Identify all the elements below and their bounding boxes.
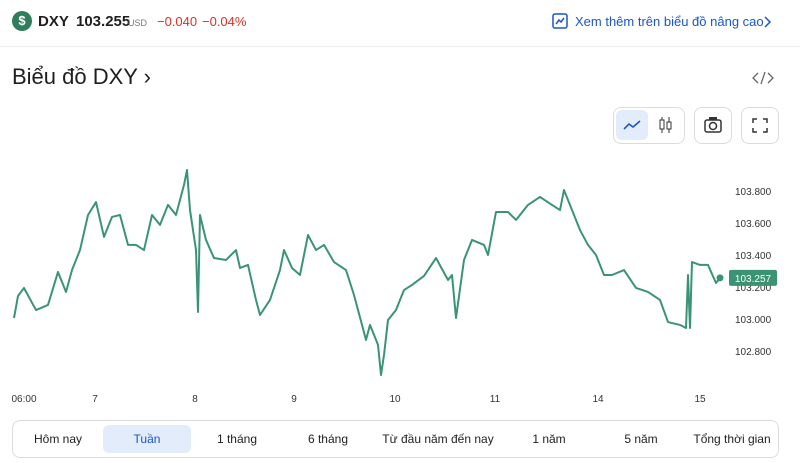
y-tick-label: 103.400 bbox=[735, 251, 772, 262]
currency: USD bbox=[128, 18, 148, 28]
last-price-label: 103.257 bbox=[735, 274, 772, 285]
range-tab[interactable]: 6 tháng bbox=[307, 432, 349, 446]
fullscreen-icon bbox=[752, 118, 768, 133]
y-tick-label: 102.800 bbox=[735, 347, 772, 358]
x-tick-label: 9 bbox=[291, 394, 297, 405]
coin-icon: $ bbox=[12, 11, 32, 31]
header-bar bbox=[0, 0, 800, 47]
chart-link-icon bbox=[552, 13, 568, 29]
range-tabs: Hôm nay Tuần 1 tháng 6 tháng Từ đầu năm đến … bbox=[12, 420, 779, 458]
x-tick-label: 11 bbox=[490, 394, 501, 405]
x-tick-label: 06:00 bbox=[11, 394, 36, 405]
price: 103.255 bbox=[76, 13, 131, 30]
x-tick-label: 15 bbox=[694, 394, 706, 405]
last-price-tag bbox=[729, 269, 777, 286]
advanced-chart-link[interactable]: Xem thêm trên biểu đồ nâng cao bbox=[575, 14, 764, 29]
fullscreen-button[interactable] bbox=[741, 107, 779, 144]
range-tab[interactable]: Tổng thời gian bbox=[693, 432, 771, 446]
chevron-icon bbox=[764, 16, 772, 28]
range-tab[interactable]: Tuần bbox=[103, 425, 191, 453]
x-tick-label: 8 bbox=[192, 394, 198, 405]
price-line bbox=[13, 169, 721, 376]
range-tab[interactable]: 5 năm bbox=[624, 432, 658, 446]
x-tick-label: 10 bbox=[389, 394, 401, 405]
y-tick-label: 103.200 bbox=[735, 283, 772, 294]
range-tab[interactable]: 1 tháng bbox=[216, 432, 258, 446]
screenshot-button[interactable] bbox=[694, 107, 732, 144]
x-tick-label: 14 bbox=[592, 394, 604, 405]
last-point bbox=[716, 274, 724, 282]
change-percent: −0.04% bbox=[202, 14, 247, 29]
chart-title[interactable]: Biểu đồ DXY › bbox=[12, 64, 152, 89]
change: −0.040 bbox=[157, 14, 198, 29]
embed-button[interactable] bbox=[752, 70, 774, 86]
x-tick-label: 7 bbox=[92, 394, 98, 405]
y-tick-label: 103.000 bbox=[735, 315, 772, 326]
symbol: DXY bbox=[38, 13, 69, 30]
line-chart-button[interactable] bbox=[616, 110, 648, 140]
range-tab[interactable]: 1 năm bbox=[532, 432, 566, 446]
range-tab[interactable]: Từ đầu năm đến nay bbox=[382, 432, 494, 446]
range-tab[interactable]: Hôm nay bbox=[33, 432, 83, 446]
candle-chart-button[interactable] bbox=[652, 110, 680, 140]
y-tick-label: 103.800 bbox=[735, 187, 772, 198]
camera-icon bbox=[704, 117, 722, 133]
y-tick-label: 103.600 bbox=[735, 219, 772, 230]
